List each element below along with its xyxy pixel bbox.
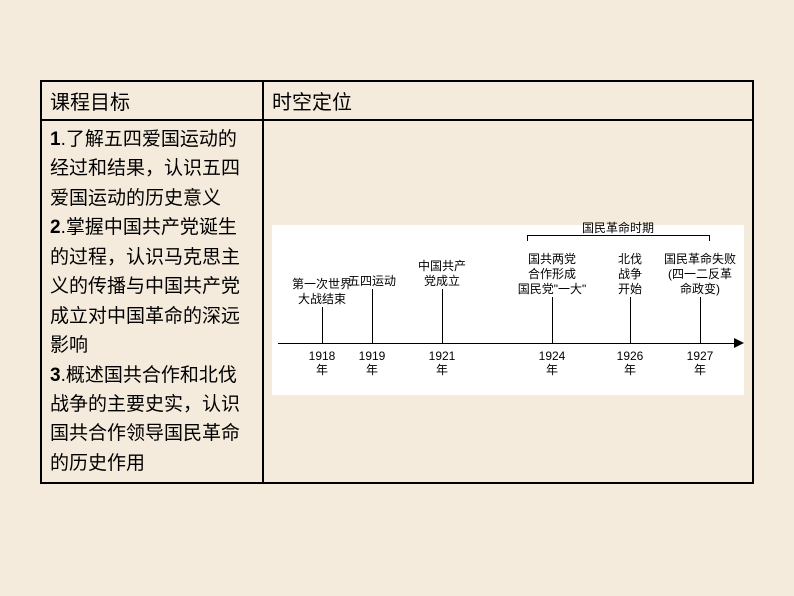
year-label: 1927年 [678,349,722,378]
event-stem [552,297,553,343]
event-stem [630,297,631,343]
event-label: 五四运动 [348,274,396,289]
goals-list: 1.了解五四爱国运动的经过和结果，认识五四爱国运动的历史意义2.掌握中国共产党诞… [50,125,254,478]
goal-item: 3.概述国共合作和北伐战争的主要史实，认识国共合作领导国民革命的历史作用 [50,361,254,479]
year-label: 1918年 [300,349,344,378]
year-label: 1919年 [350,349,394,378]
event-label: 国民革命失败(四一二反革命政变) [664,252,736,297]
event-stem [372,289,373,343]
goal-item: 1.了解五四爱国运动的经过和结果，认识五四爱国运动的历史意义 [50,125,254,213]
timeline-axis [278,343,738,344]
year-label: 1926年 [608,349,652,378]
event-stem [700,297,701,343]
event-stem [442,289,443,343]
period-label: 国民革命时期 [582,219,654,236]
event-label: 国共两党合作形成国民党"一大" [518,252,587,297]
event-label: 第一次世界大战结束 [292,277,352,307]
timeline-cell: 国民革命时期第一次世界大战结束 1918年 五四运动 1919年 中国共产党成立 1921… [263,120,753,483]
year-label: 1921年 [420,349,464,378]
goal-text: .了解五四爱国运动的经过和结果，认识五四爱国运动的历史意义 [50,129,240,209]
goal-number: 1 [50,129,61,150]
course-table: 课程目标 时空定位 1.了解五四爱国运动的经过和结果，认识五四爱国运动的历史意义… [40,80,754,484]
goal-text: .掌握中国共产党诞生的过程，认识马克思主义的传播与中国共产党成立对中国革命的深远… [50,217,240,356]
goal-item: 2.掌握中国共产党诞生的过程，认识马克思主义的传播与中国共产党成立对中国革命的深… [50,213,254,360]
goal-text: .概述国共合作和北伐战争的主要史实，认识国共合作领导国民革命的历史作用 [50,365,240,474]
timeline-diagram: 国民革命时期第一次世界大战结束1918年五四运动1919年中国共产党成立1921… [272,225,744,395]
goals-cell: 1.了解五四爱国运动的经过和结果，认识五四爱国运动的历史意义2.掌握中国共产党诞… [41,120,263,483]
header-timeline: 时空定位 [263,81,753,120]
event-label: 中国共产党成立 [418,259,466,289]
header-goals: 课程目标 [41,81,263,120]
goal-number: 2 [50,217,61,238]
year-label: 1924年 [530,349,574,378]
goal-number: 3 [50,365,61,386]
timeline-arrow-icon [734,338,744,348]
event-label: 北伐战争开始 [618,252,642,297]
event-stem [322,307,323,343]
